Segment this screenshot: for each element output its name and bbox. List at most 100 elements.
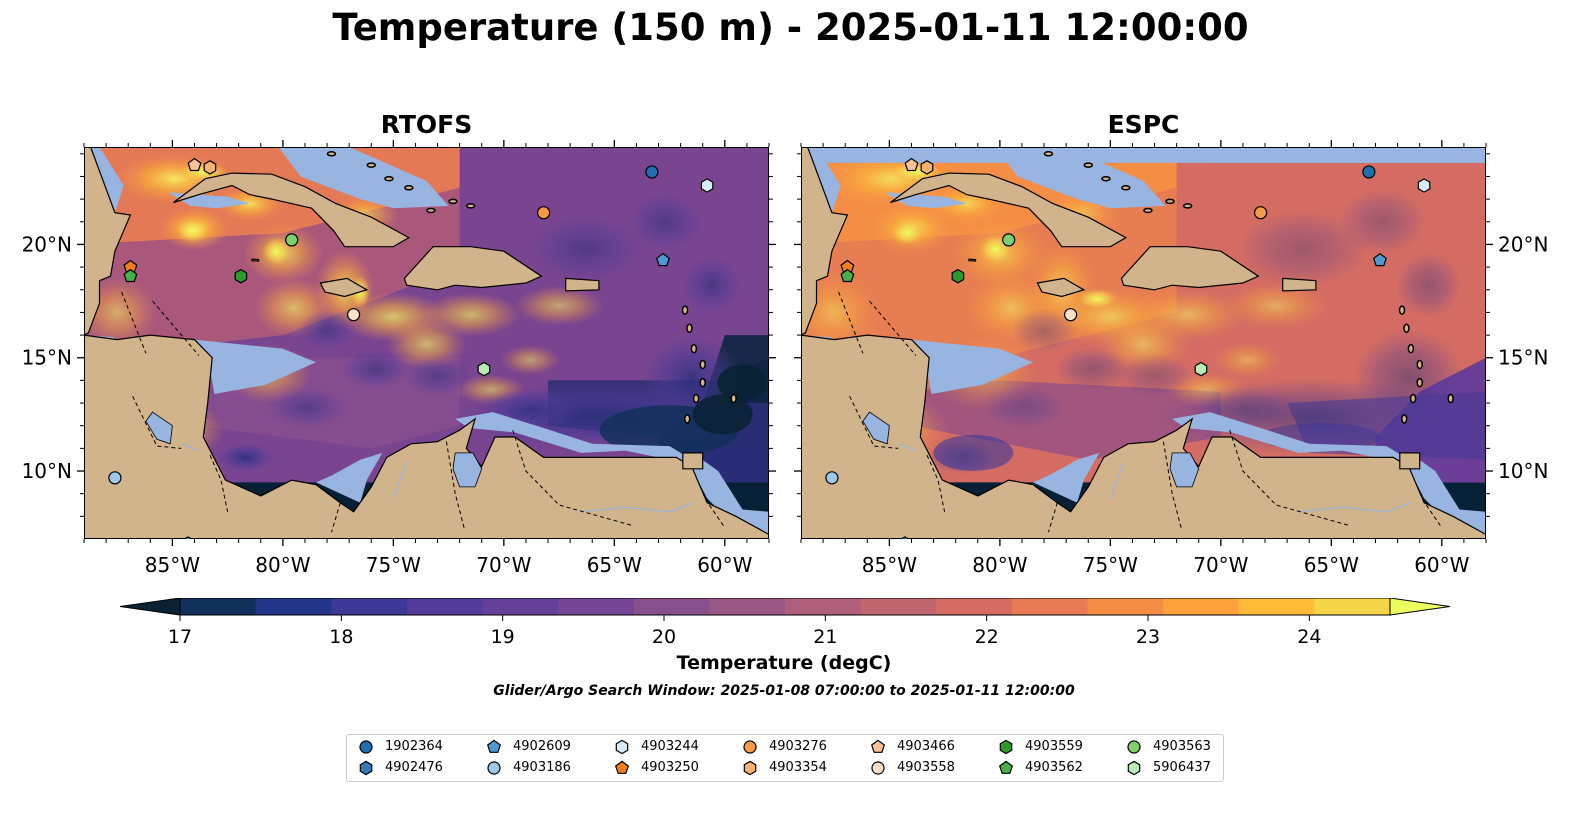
float-marker-4902609	[655, 252, 670, 267]
legend-marker-4902609	[486, 739, 502, 753]
colorbar-extend-low	[119, 598, 181, 616]
colorbar-segment	[1238, 598, 1315, 615]
legend-marker-1902364	[359, 740, 373, 754]
legend-label: 4903558	[897, 760, 955, 775]
lon-tick-label: 70°W	[1193, 553, 1248, 577]
float-marker-4903558	[1063, 308, 1078, 322]
float-marker-1902364	[1362, 165, 1376, 179]
float-marker-4903186	[825, 471, 839, 485]
legend-marker-4903276	[743, 740, 757, 754]
float-marker-4903562	[840, 268, 855, 283]
legend-marker-4903563	[1127, 740, 1141, 754]
colorbar-segment	[709, 598, 786, 615]
lat-tick-label: 10°N	[22, 459, 72, 483]
colorbar-segment	[1011, 598, 1088, 615]
legend-marker-4903250	[614, 760, 630, 774]
map-panel-rtofs	[84, 147, 769, 539]
legend-marker-4902476	[359, 760, 373, 776]
float-marker-4903244	[700, 178, 714, 193]
legend-label: 4903244	[641, 739, 699, 754]
lon-tick-label: 75°W	[366, 553, 421, 577]
legend-marker-4903244	[615, 739, 629, 755]
colorbar-label: Temperature (degC)	[676, 652, 892, 674]
lon-tick-label: 65°W	[587, 553, 642, 577]
float-marker-4903558	[346, 308, 361, 322]
colorbar-tick-label: 20	[652, 626, 676, 648]
legend-marker-4903562	[998, 760, 1014, 774]
legend-marker-4903559	[999, 739, 1013, 755]
float-marker-4903466	[904, 157, 919, 172]
float-marker-4903276	[537, 206, 551, 220]
colorbar-segment	[331, 598, 408, 615]
lat-tick-label: 10°N	[1498, 459, 1548, 483]
legend-label: 5906437	[1153, 760, 1211, 775]
colorbar-segment	[936, 598, 1013, 615]
float-marker-4903276	[1254, 206, 1268, 220]
lat-tick-label: 15°N	[22, 346, 72, 370]
colorbar-tick-label: 24	[1297, 626, 1321, 648]
panel-title-rtofs: RTOFS	[380, 110, 473, 139]
legend-label: 4903186	[513, 760, 571, 775]
legend-marker-4903186	[487, 761, 501, 775]
float-marker-4903186	[108, 471, 122, 485]
lon-tick-label: 70°W	[476, 553, 531, 577]
colorbar-segment	[558, 598, 635, 615]
float-marker-4903562	[123, 268, 138, 283]
legend-label: 4902476	[385, 760, 443, 775]
lat-tick-label: 20°N	[1498, 232, 1548, 256]
lon-tick-label: 80°W	[972, 553, 1027, 577]
colorbar-tick-label: 23	[1136, 626, 1160, 648]
legend-label: 4903250	[641, 760, 699, 775]
lon-tick-label: 85°W	[145, 553, 200, 577]
float-marker-4903466	[187, 157, 202, 172]
colorbar: 17 18 19 20 21 22 23 24	[119, 598, 1451, 648]
legend-marker-4903466	[870, 739, 886, 753]
float-marker-4902609	[1372, 252, 1387, 267]
colorbar-segment	[860, 598, 937, 615]
colorbar-tick-label: 18	[329, 626, 353, 648]
legend-label: 4903276	[769, 739, 827, 754]
map-axes-ticks: 85°W 80°W 75°W 70°W 65°W 60°W 20°N 15°N 10°N 85°W…	[22, 140, 1548, 577]
float-marker-4902476	[182, 536, 193, 539]
colorbar-segment	[785, 598, 862, 615]
lon-tick-label: 65°W	[1304, 553, 1359, 577]
figure-title: Temperature (150 m) - 2025-01-11 12:00:0…	[332, 6, 1249, 49]
lat-tick-label: 15°N	[1498, 346, 1548, 370]
legend-label: 4903559	[1025, 739, 1083, 754]
legend-label: 4903562	[1025, 760, 1083, 775]
legend-label: 4902609	[513, 739, 571, 754]
colorbar-segment	[180, 598, 257, 615]
float-marker-4903354	[920, 160, 934, 175]
legend-label: 4903354	[769, 760, 827, 775]
legend-marker-5906437	[1127, 760, 1141, 776]
float-legend: 1902364 4902476 4902609 4903186 4903244 49032…	[346, 734, 1224, 782]
lon-tick-label: 60°W	[1414, 553, 1469, 577]
legend-label: 1902364	[385, 739, 443, 754]
colorbar-segment	[1314, 598, 1391, 615]
colorbar-tick-label: 17	[168, 626, 192, 648]
colorbar-segment	[1087, 598, 1164, 615]
lon-tick-label: 75°W	[1083, 553, 1138, 577]
colorbar-tick-label: 21	[813, 626, 837, 648]
float-marker-4903244	[1417, 178, 1431, 193]
lon-tick-label: 85°W	[862, 553, 917, 577]
lat-tick-label: 20°N	[22, 232, 72, 256]
legend-label: 4903563	[1153, 739, 1211, 754]
float-marker-4903559	[234, 268, 248, 284]
float-marker-4903563	[1002, 233, 1016, 247]
colorbar-segment	[633, 598, 710, 615]
legend-label: 4903466	[897, 739, 955, 754]
colorbar-segment	[406, 598, 483, 615]
legend-marker-4903558	[871, 761, 885, 775]
float-marker-1902364	[645, 165, 659, 179]
float-marker-5906437	[477, 361, 491, 377]
lon-tick-label: 60°W	[697, 553, 752, 577]
float-marker-4903563	[285, 233, 299, 247]
colorbar-segment	[1163, 598, 1240, 615]
map-panel-espc	[801, 147, 1486, 539]
float-marker-5906437	[1194, 361, 1208, 377]
panel-title-espc: ESPC	[1107, 110, 1180, 139]
float-marker-4903559	[951, 268, 965, 284]
colorbar-segment	[255, 598, 332, 615]
float-marker-4902476	[899, 536, 910, 539]
